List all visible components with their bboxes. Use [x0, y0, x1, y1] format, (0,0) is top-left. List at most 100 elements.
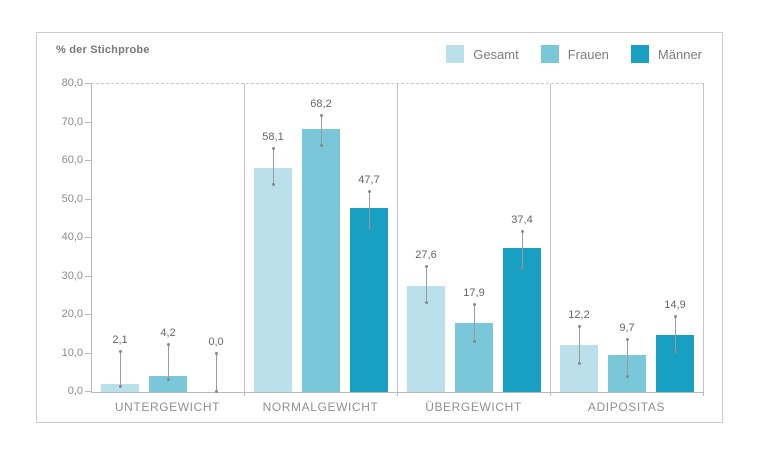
error-bar-dot: [424, 264, 428, 268]
bar-slot: 47,7: [350, 84, 388, 392]
error-bar-dot: [166, 343, 170, 347]
bar-slot: 2,1: [101, 84, 139, 392]
category-label-1: UNTERGEWICHT: [114, 400, 221, 414]
value-label: 9,7: [619, 322, 635, 335]
error-bar-dot: [673, 314, 677, 318]
error-bar-dot: [577, 361, 581, 365]
y-axis-tick-label: 10,0: [61, 346, 83, 359]
category-panel-3: 27,6 17,9 37,4: [398, 84, 551, 392]
error-bar-dot: [166, 378, 170, 382]
error-bar-dot: [472, 339, 476, 343]
error-bar-line: [167, 345, 169, 381]
bar-gesamt: [254, 168, 292, 392]
y-axis-tick-mark: [85, 121, 91, 123]
bar-frauen: [302, 129, 340, 392]
y-axis-tick-label: 0,0: [67, 385, 83, 397]
y-axis-tick-label: 70,0: [61, 115, 83, 128]
bar-slot: 0,0: [197, 84, 235, 393]
legend-swatch-icon: [446, 45, 465, 63]
legend: Gesamt Frauen Männer: [446, 45, 702, 63]
y-axis-tick-label: 30,0: [61, 269, 83, 282]
x-axis-category-labels: UNTERGEWICHT NORMALGEWICHT ÜBERGEWICHT ADIP…: [91, 400, 703, 414]
bar-slot: 9,7: [608, 84, 646, 392]
error-bar-dot: [214, 390, 218, 393]
chart-title: % der Stichprobe: [56, 44, 150, 56]
bar-slot: 58,1: [254, 84, 292, 392]
error-bar-dot: [271, 147, 275, 151]
value-label: 47,7: [358, 173, 380, 186]
error-bar-line: [119, 351, 121, 387]
error-bar-dot: [319, 143, 323, 147]
error-bar-dot: [118, 385, 122, 388]
plot-area: 2,1 4,2 0,0 58,1 68,2 47,7 27,6 17,9 37,4 12,2 9,7…: [91, 83, 704, 393]
error-bar-dot: [271, 183, 275, 187]
value-label: 37,4: [511, 213, 533, 226]
value-label: 17,9: [463, 287, 485, 299]
value-label: 0,0: [208, 335, 224, 348]
bar-slot: 14,9: [656, 84, 694, 392]
value-label: 27,6: [415, 248, 437, 261]
category-label-2: NORMALGEWICHT: [262, 400, 379, 414]
error-bar-line: [368, 191, 370, 229]
legend-swatch-icon: [540, 45, 559, 63]
error-bar-line: [626, 340, 628, 377]
error-bar-line: [272, 149, 274, 186]
y-axis-tick-label: 60,0: [61, 154, 83, 166]
bar-slot: 37,4: [503, 84, 541, 392]
y-axis-tick-mark: [85, 352, 91, 354]
bar-slot: 17,9: [455, 84, 493, 392]
y-axis-tick-mark: [85, 275, 91, 277]
y-axis-tick-mark: [85, 314, 91, 315]
error-bar-dot: [367, 226, 371, 230]
x-axis-boundary-tick: [244, 392, 245, 396]
y-axis-tick-label: 50,0: [61, 192, 83, 205]
value-label: 58,1: [262, 131, 284, 144]
error-bar-dot: [673, 349, 677, 353]
error-bar-dot: [577, 324, 581, 328]
y-axis-tick-mark: [85, 83, 91, 84]
category-label-4: ADIPOSITAS: [587, 400, 666, 414]
legend-label: Frauen: [567, 46, 609, 62]
category-panel-2: 58,1 68,2 47,7: [245, 84, 398, 392]
error-bar-dot: [472, 303, 476, 306]
legend-swatch-icon: [630, 45, 649, 63]
error-bar-line: [521, 231, 523, 269]
y-axis-tick-label: 20,0: [61, 308, 83, 320]
error-bar-dot: [520, 229, 524, 233]
error-bar-dot: [367, 189, 371, 193]
error-bar-line: [674, 316, 676, 352]
value-label: 68,2: [310, 97, 332, 110]
error-bar-dot: [625, 338, 629, 342]
x-axis-boundary-tick: [550, 392, 551, 396]
y-axis-tick-label: 80,0: [61, 77, 83, 89]
error-bar-line: [473, 305, 475, 342]
bar-slot: 68,2: [302, 84, 340, 392]
legend-item-männer: Männer: [630, 45, 702, 63]
bar-slot: 12,2: [560, 84, 598, 392]
bar-slot: 27,6: [407, 84, 445, 392]
error-bar-line: [215, 353, 217, 392]
error-bar-line: [320, 115, 322, 146]
chart-frame: % der Stichprobe Gesamt Frauen Männer 2,1 4…: [36, 32, 723, 423]
error-bar-dot: [520, 266, 524, 270]
error-bar-line: [578, 326, 580, 364]
y-axis-tick-mark: [85, 160, 91, 161]
category-panel-4: 12,2 9,7 14,9: [551, 84, 704, 392]
legend-item-gesamt: Gesamt: [446, 45, 519, 63]
error-bar-line: [425, 266, 427, 304]
bar-männer: [503, 248, 541, 392]
error-bar-dot: [319, 113, 323, 117]
category-panel-1: 2,1 4,2 0,0: [92, 84, 245, 393]
x-axis-boundary-tick: [703, 392, 704, 396]
value-label: 4,2: [160, 327, 176, 340]
y-axis-tick-mark: [85, 391, 91, 392]
y-axis-tick-mark: [85, 198, 91, 200]
value-label: 12,2: [568, 308, 590, 321]
bar-männer: [350, 208, 388, 392]
legend-label: Gesamt: [473, 46, 519, 62]
legend-label: Männer: [657, 46, 702, 62]
legend-item-frauen: Frauen: [540, 45, 609, 63]
y-axis-tick-label: 40,0: [61, 231, 83, 243]
error-bar-dot: [118, 349, 122, 353]
